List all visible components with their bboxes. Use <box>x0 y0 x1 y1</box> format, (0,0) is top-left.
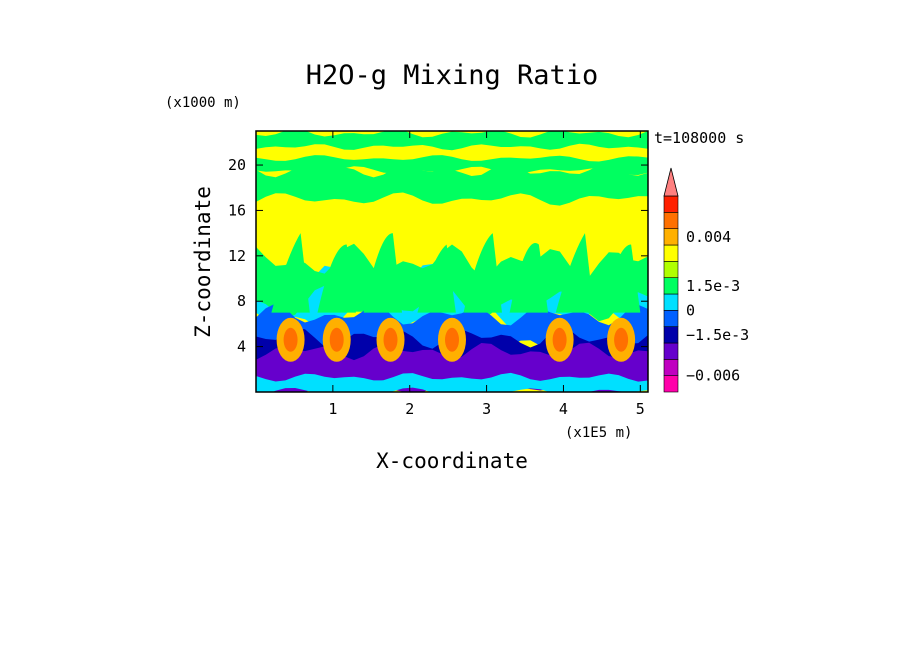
colorbar-segment <box>663 244 679 262</box>
colorbar-segment <box>663 261 679 278</box>
contour-band <box>256 372 648 392</box>
moisture-plume <box>363 233 403 313</box>
y-tick-label: 12 <box>228 247 246 265</box>
mixing-ratio-field <box>256 131 648 392</box>
colorbar-segment <box>663 375 679 393</box>
colorbar-segment <box>663 228 679 246</box>
x-tick-label: 3 <box>482 400 491 418</box>
y-tick-label: 4 <box>237 338 246 356</box>
x-tick-label: 1 <box>328 400 337 418</box>
colorbar-tick-label: −0.006 <box>686 367 740 385</box>
plot-frame <box>255 130 649 393</box>
x-tick-label: 5 <box>636 400 645 418</box>
x-axis-label: X-coordinate <box>376 449 528 473</box>
moist-core-inner <box>283 327 298 352</box>
colorbar-segment <box>663 195 679 213</box>
y-axis-label: Z-coordinate <box>191 186 215 338</box>
plot-area <box>256 131 648 392</box>
colorbar-tick-label: 0.004 <box>686 228 731 246</box>
moist-core-inner <box>552 327 567 352</box>
colorbar-segment <box>663 342 679 360</box>
moist-core-inner <box>329 327 344 352</box>
y-tick-label: 8 <box>237 292 246 310</box>
moist-core-inner <box>614 327 629 352</box>
colorbar-segment <box>663 310 679 327</box>
colorbar <box>663 167 679 393</box>
time-label: t=108000 s <box>654 129 744 147</box>
y-axis-ticks: 4 8 12 16 20 <box>228 156 648 356</box>
x-units-label: (x1E5 m) <box>565 425 632 441</box>
colorbar-extend-arrow <box>663 167 679 197</box>
contour-band <box>256 164 648 206</box>
moisture-plume <box>601 244 641 313</box>
colorbar-segment <box>663 326 679 344</box>
colorbar-segment <box>663 359 679 376</box>
colorbar-tick-label: 1.5e-3 <box>686 277 740 295</box>
contour-band <box>256 143 648 162</box>
y-units-label: (x1000 m) <box>165 95 241 111</box>
x-axis-ticks: 1 2 3 4 5 <box>328 131 645 418</box>
colorbar-labels: 0.004 1.5e-3 0 −1.5e-3 −0.006 <box>686 228 749 385</box>
colorbar-segment <box>663 277 679 295</box>
x-tick-label: 2 <box>405 400 414 418</box>
moisture-plume <box>509 243 549 313</box>
y-tick-label: 16 <box>228 201 246 219</box>
x-tick-label: 4 <box>559 400 568 418</box>
moisture-plume <box>555 233 595 313</box>
colorbar-tick-label: 0 <box>686 301 695 319</box>
moist-core-inner <box>445 327 459 352</box>
colorbar-tick-label: −1.5e-3 <box>686 326 749 344</box>
moist-core-inner <box>383 327 398 352</box>
moisture-plume <box>271 233 310 313</box>
moisture-plume <box>317 244 356 313</box>
moisture-plume <box>463 233 502 313</box>
colorbar-segment <box>663 293 679 311</box>
moisture-plume <box>417 244 456 313</box>
chart-title: H2O-g Mixing Ratio <box>306 60 599 91</box>
colorbar-segment <box>663 212 679 229</box>
y-tick-label: 20 <box>228 156 246 174</box>
